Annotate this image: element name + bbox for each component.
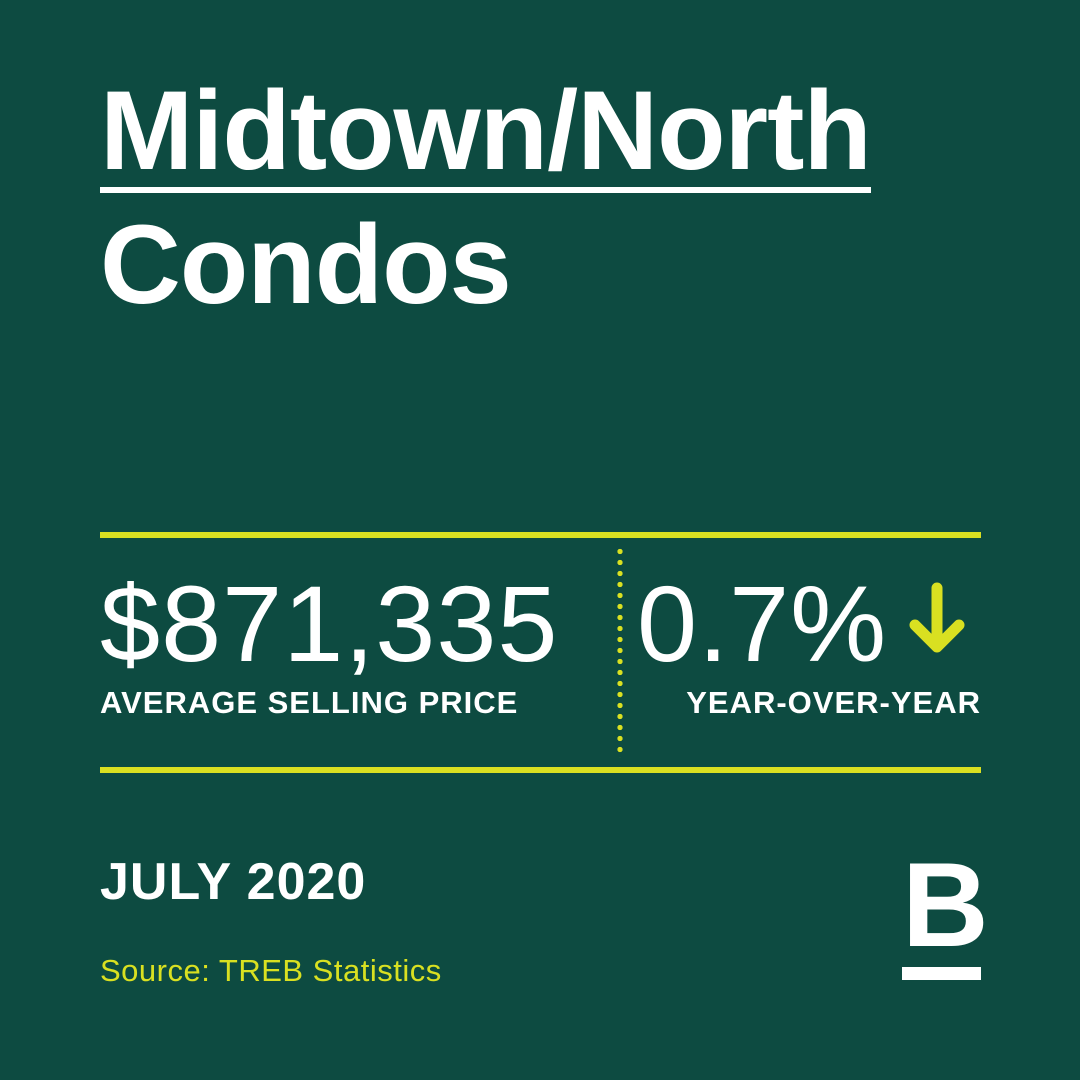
brand-logo: B [902, 845, 989, 980]
average-price-value: $871,335 [100, 563, 559, 684]
period-label: JULY 2020 [100, 853, 367, 911]
yoy-change-value: 0.7% [637, 563, 888, 684]
brand-logo-underline [902, 967, 981, 980]
divider-top-rule [100, 532, 981, 538]
arrow-down-icon [908, 581, 966, 659]
source-attribution: Source: TREB Statistics [100, 953, 442, 988]
title-block: Midtown/North Condos [100, 68, 872, 327]
average-price-label: AVERAGE SELLING PRICE [100, 685, 519, 720]
yoy-change-label: YEAR-OVER-YEAR [686, 685, 981, 720]
brand-logo-letter: B [902, 838, 989, 972]
page-title-line1: Midtown/North [100, 68, 872, 193]
divider-bottom-rule [100, 767, 981, 773]
vertical-dotted-divider [617, 546, 623, 758]
page-title-line2: Condos [100, 202, 512, 327]
